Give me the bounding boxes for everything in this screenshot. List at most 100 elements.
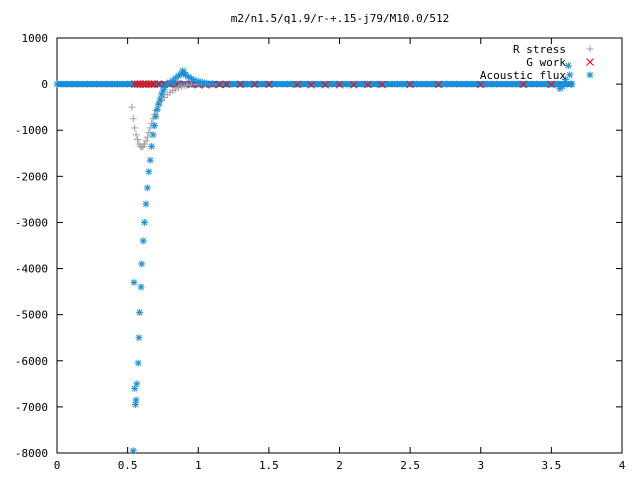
acoustic-flux-point [153,105,161,113]
legend-label: R stress [513,43,566,56]
acoustic-flux-point [156,95,164,103]
plot-area [53,62,576,455]
g-work-point [378,80,386,89]
baseline-point [538,80,546,88]
y-tick-label: -6000 [15,355,48,368]
g-work-point [130,80,139,88]
acoustic-flux-point [559,82,567,90]
acoustic-flux-point [131,401,139,409]
g-work-point [363,80,372,89]
legend-item: Acoustic flux [480,69,594,82]
series-star [129,62,575,455]
baseline-point [428,80,436,88]
baseline-point [458,80,466,88]
baseline-point [373,80,381,88]
legend-marker [586,71,594,79]
acoustic-flux-point [132,396,140,404]
acoustic-flux-point [133,380,141,388]
acoustic-flux-point [149,131,157,139]
g-work-point [236,80,245,89]
y-tick-label: -8000 [15,447,48,460]
g-work-point [222,80,231,89]
acoustic-flux-point [155,100,163,108]
g-work-point [349,80,358,89]
acoustic-flux-point [137,283,145,291]
y-tick-labels: 1000 0 -1000 -2000 -3000 -4000 -5000 -6000 -7000… [15,32,48,460]
acoustic-flux-point [135,334,143,342]
g-work-point [293,80,301,89]
baseline-point [358,80,366,88]
acoustic-flux-point [136,308,144,316]
baseline-point [533,80,541,88]
acoustic-flux-point [129,447,137,455]
g-work-point [142,80,150,88]
legend-label: G work [526,56,566,69]
y-tick-label: -1000 [15,124,48,137]
acoustic-flux-point [138,260,146,268]
baseline-point [78,80,86,88]
r-stress-point [128,103,136,111]
legend-item: G work [526,56,594,69]
x-tick-label: 2 [336,459,343,472]
acoustic-flux-point [143,184,151,192]
acoustic-flux-point [142,200,150,208]
acoustic-flux-point [564,62,572,70]
acoustic-flux-point [139,237,147,245]
r-stress-point [143,133,151,141]
acoustic-flux-point [159,87,167,95]
baseline-point [313,80,321,88]
x-tick-label: 4 [619,459,626,472]
g-work-point [335,80,344,89]
g-work-point [139,80,148,88]
acoustic-flux-point [150,122,158,130]
baseline-point [328,80,336,88]
x-tick-label: 0.5 [118,459,138,472]
r-stress-point [141,140,149,148]
acoustic-flux-point [194,77,202,85]
g-work-point [136,80,145,88]
acoustic-flux-point [148,142,156,150]
y-tick-label: -3000 [15,216,48,229]
g-work-point [250,80,259,89]
acoustic-flux-point [180,69,188,77]
y-tick-label: 1000 [22,32,49,45]
y-tick-label: -4000 [15,263,48,276]
acoustic-flux-point [203,79,211,87]
baseline-point [288,80,296,88]
r-stress-point [132,131,140,139]
acoustic-flux-point [134,359,142,367]
baseline-point [453,80,461,88]
baseline-point [278,80,286,88]
g-work-point [133,80,142,88]
y-tick-label: -2000 [15,170,48,183]
acoustic-flux-point [146,156,154,164]
x-tick-label: 3.5 [541,459,561,472]
g-work-point [147,80,156,88]
r-stress-point [134,135,142,143]
x-tick-label: 3 [477,459,484,472]
r-stress-point [142,137,150,145]
g-work-point [321,80,330,89]
x-tick-label: 2.5 [400,459,420,472]
g-work-point [154,80,163,88]
legend-label: Acoustic flux [480,69,566,82]
acoustic-flux-point [567,80,575,88]
acoustic-flux-point [130,278,138,286]
acoustic-flux-point [208,80,216,88]
x-tick-label: 0 [54,459,61,472]
acoustic-flux-point [145,168,153,176]
g-work-point [307,80,316,89]
g-work-point [476,80,485,89]
g-work-point [406,80,414,89]
r-stress-point [129,115,137,123]
x-tick-label: 1.5 [259,459,279,472]
acoustic-flux-point [566,71,574,79]
g-work-point [265,80,273,89]
r-stress-point [183,81,191,89]
baseline-point [108,80,116,88]
g-work-point [547,80,556,89]
acoustic-flux-point [562,76,569,83]
